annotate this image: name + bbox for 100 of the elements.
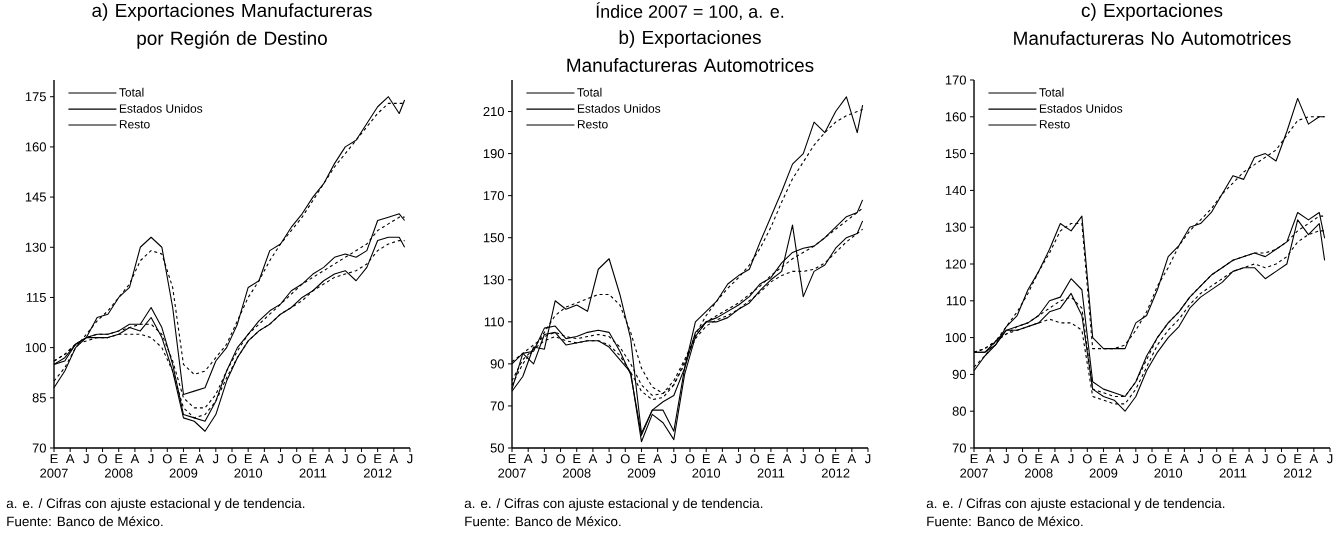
y-tick-label: 70: [32, 443, 46, 453]
text: E: [508, 454, 516, 464]
text: A: [1115, 454, 1124, 464]
legend-label: Estados Unidos: [577, 104, 661, 113]
x-tick-label: 2008: [562, 468, 591, 478]
text: A: [65, 454, 75, 464]
text: J: [1068, 454, 1074, 464]
text: E: [1294, 454, 1302, 464]
y-tick-label: 175: [25, 92, 46, 102]
text: J: [864, 454, 871, 464]
text: O: [162, 454, 172, 464]
text: O: [1277, 454, 1286, 464]
y-tick-label: 90: [952, 369, 966, 379]
text: O: [1082, 454, 1092, 464]
text: J: [148, 454, 154, 464]
text: O: [1147, 454, 1157, 464]
text: a. e. / Cifras con ajuste estacional y de tendencia.: [6, 498, 305, 511]
y-tick-label: 190: [483, 149, 504, 159]
text: O: [750, 454, 760, 464]
legend-label: Resto: [119, 120, 150, 129]
text: J: [83, 454, 89, 464]
text: E: [638, 454, 646, 464]
y-tick-label: 210: [483, 106, 504, 117]
y-tick-label: 170: [945, 75, 966, 85]
text: J: [277, 454, 283, 464]
x-tick-label: 2007: [498, 468, 526, 478]
x-tick-label: 2010: [1154, 468, 1183, 478]
y-tick-label: 70: [952, 443, 966, 453]
text: A: [718, 454, 727, 464]
legend-label: Total: [119, 87, 144, 97]
text: A: [1050, 454, 1060, 464]
x-tick-label: 2012: [821, 468, 850, 478]
y-tick-label: 85: [32, 393, 46, 403]
text: O: [292, 454, 302, 464]
x-tick-label: 2011: [1219, 468, 1247, 478]
chart-title: a) Exportaciones Manufactureras por Región de Destino: [92, 3, 372, 49]
text: J: [1003, 454, 1009, 464]
text: E: [374, 454, 382, 464]
x-tick-label: 2009: [1089, 468, 1118, 478]
chart-title: b) Exportaciones Manufactureras Automotrices: [567, 30, 814, 72]
text: A: [847, 454, 857, 464]
x-tick-label: 2012: [363, 468, 392, 478]
y-tick-label: 70: [490, 401, 504, 411]
source-note: Fuente: Banco de México.: [465, 516, 621, 527]
text: J: [342, 454, 348, 464]
x-tick-label: 2008: [1024, 468, 1053, 478]
text: O: [556, 454, 565, 464]
y-tick-label: 100: [945, 333, 966, 343]
text: a. e. / Cifras con ajuste estacional y de tendencia.: [926, 498, 1225, 511]
text: A: [782, 454, 792, 464]
chart-title: c) Exportaciones Manufactureras No Automotrices: [1014, 3, 1291, 45]
y-tick-label: 170: [483, 191, 504, 201]
y-tick-label: 130: [483, 275, 504, 285]
y-tick-label: 120: [945, 259, 966, 269]
text: J: [212, 454, 219, 464]
text: E: [1035, 454, 1043, 464]
legend-label: Estados Unidos: [1039, 104, 1123, 113]
text: E: [767, 454, 775, 464]
y-tick-label: 130: [945, 222, 966, 232]
x-tick-label: 2008: [104, 468, 133, 478]
x-tick-label: 2012: [1283, 468, 1312, 478]
legend-label: Total: [1039, 87, 1064, 97]
text: E: [180, 454, 188, 464]
y-tick-label: 150: [483, 233, 504, 243]
text: a. e. / Cifras con ajuste estacional y de tendencia.: [464, 498, 763, 511]
text: J: [670, 454, 677, 464]
text: E: [573, 454, 581, 464]
text: A: [195, 454, 204, 464]
text: O: [1018, 454, 1027, 464]
x-tick-label: 2010: [692, 468, 721, 478]
x-tick-label: 2007: [960, 468, 988, 478]
text: O: [98, 454, 107, 464]
text: A: [389, 454, 399, 464]
text: J: [800, 454, 806, 464]
y-tick-label: 100: [25, 343, 46, 353]
text: E: [970, 454, 978, 464]
text: J: [1132, 454, 1139, 464]
x-tick-label: 2011: [757, 468, 785, 478]
x-tick-label: 2007: [40, 468, 68, 478]
legend-label: Resto: [577, 120, 608, 129]
text: J: [1326, 454, 1333, 464]
text: O: [620, 454, 630, 464]
text: J: [606, 454, 612, 464]
text: J: [1197, 454, 1203, 464]
text: E: [702, 454, 710, 464]
text: O: [357, 454, 366, 464]
text: J: [735, 454, 741, 464]
y-tick-label: 150: [945, 149, 966, 159]
legend-label: Estados Unidos: [119, 104, 203, 113]
text: A: [653, 454, 662, 464]
text: J: [541, 454, 547, 464]
y-tick-label: 50: [490, 443, 504, 453]
text: A: [588, 454, 598, 464]
x-tick-label: 2009: [169, 468, 198, 478]
y-tick-label: 90: [490, 359, 504, 369]
text: A: [1244, 454, 1254, 464]
text: O: [815, 454, 824, 464]
y-tick-label: 140: [945, 185, 966, 195]
text: A: [260, 454, 269, 464]
text: J: [406, 454, 413, 464]
